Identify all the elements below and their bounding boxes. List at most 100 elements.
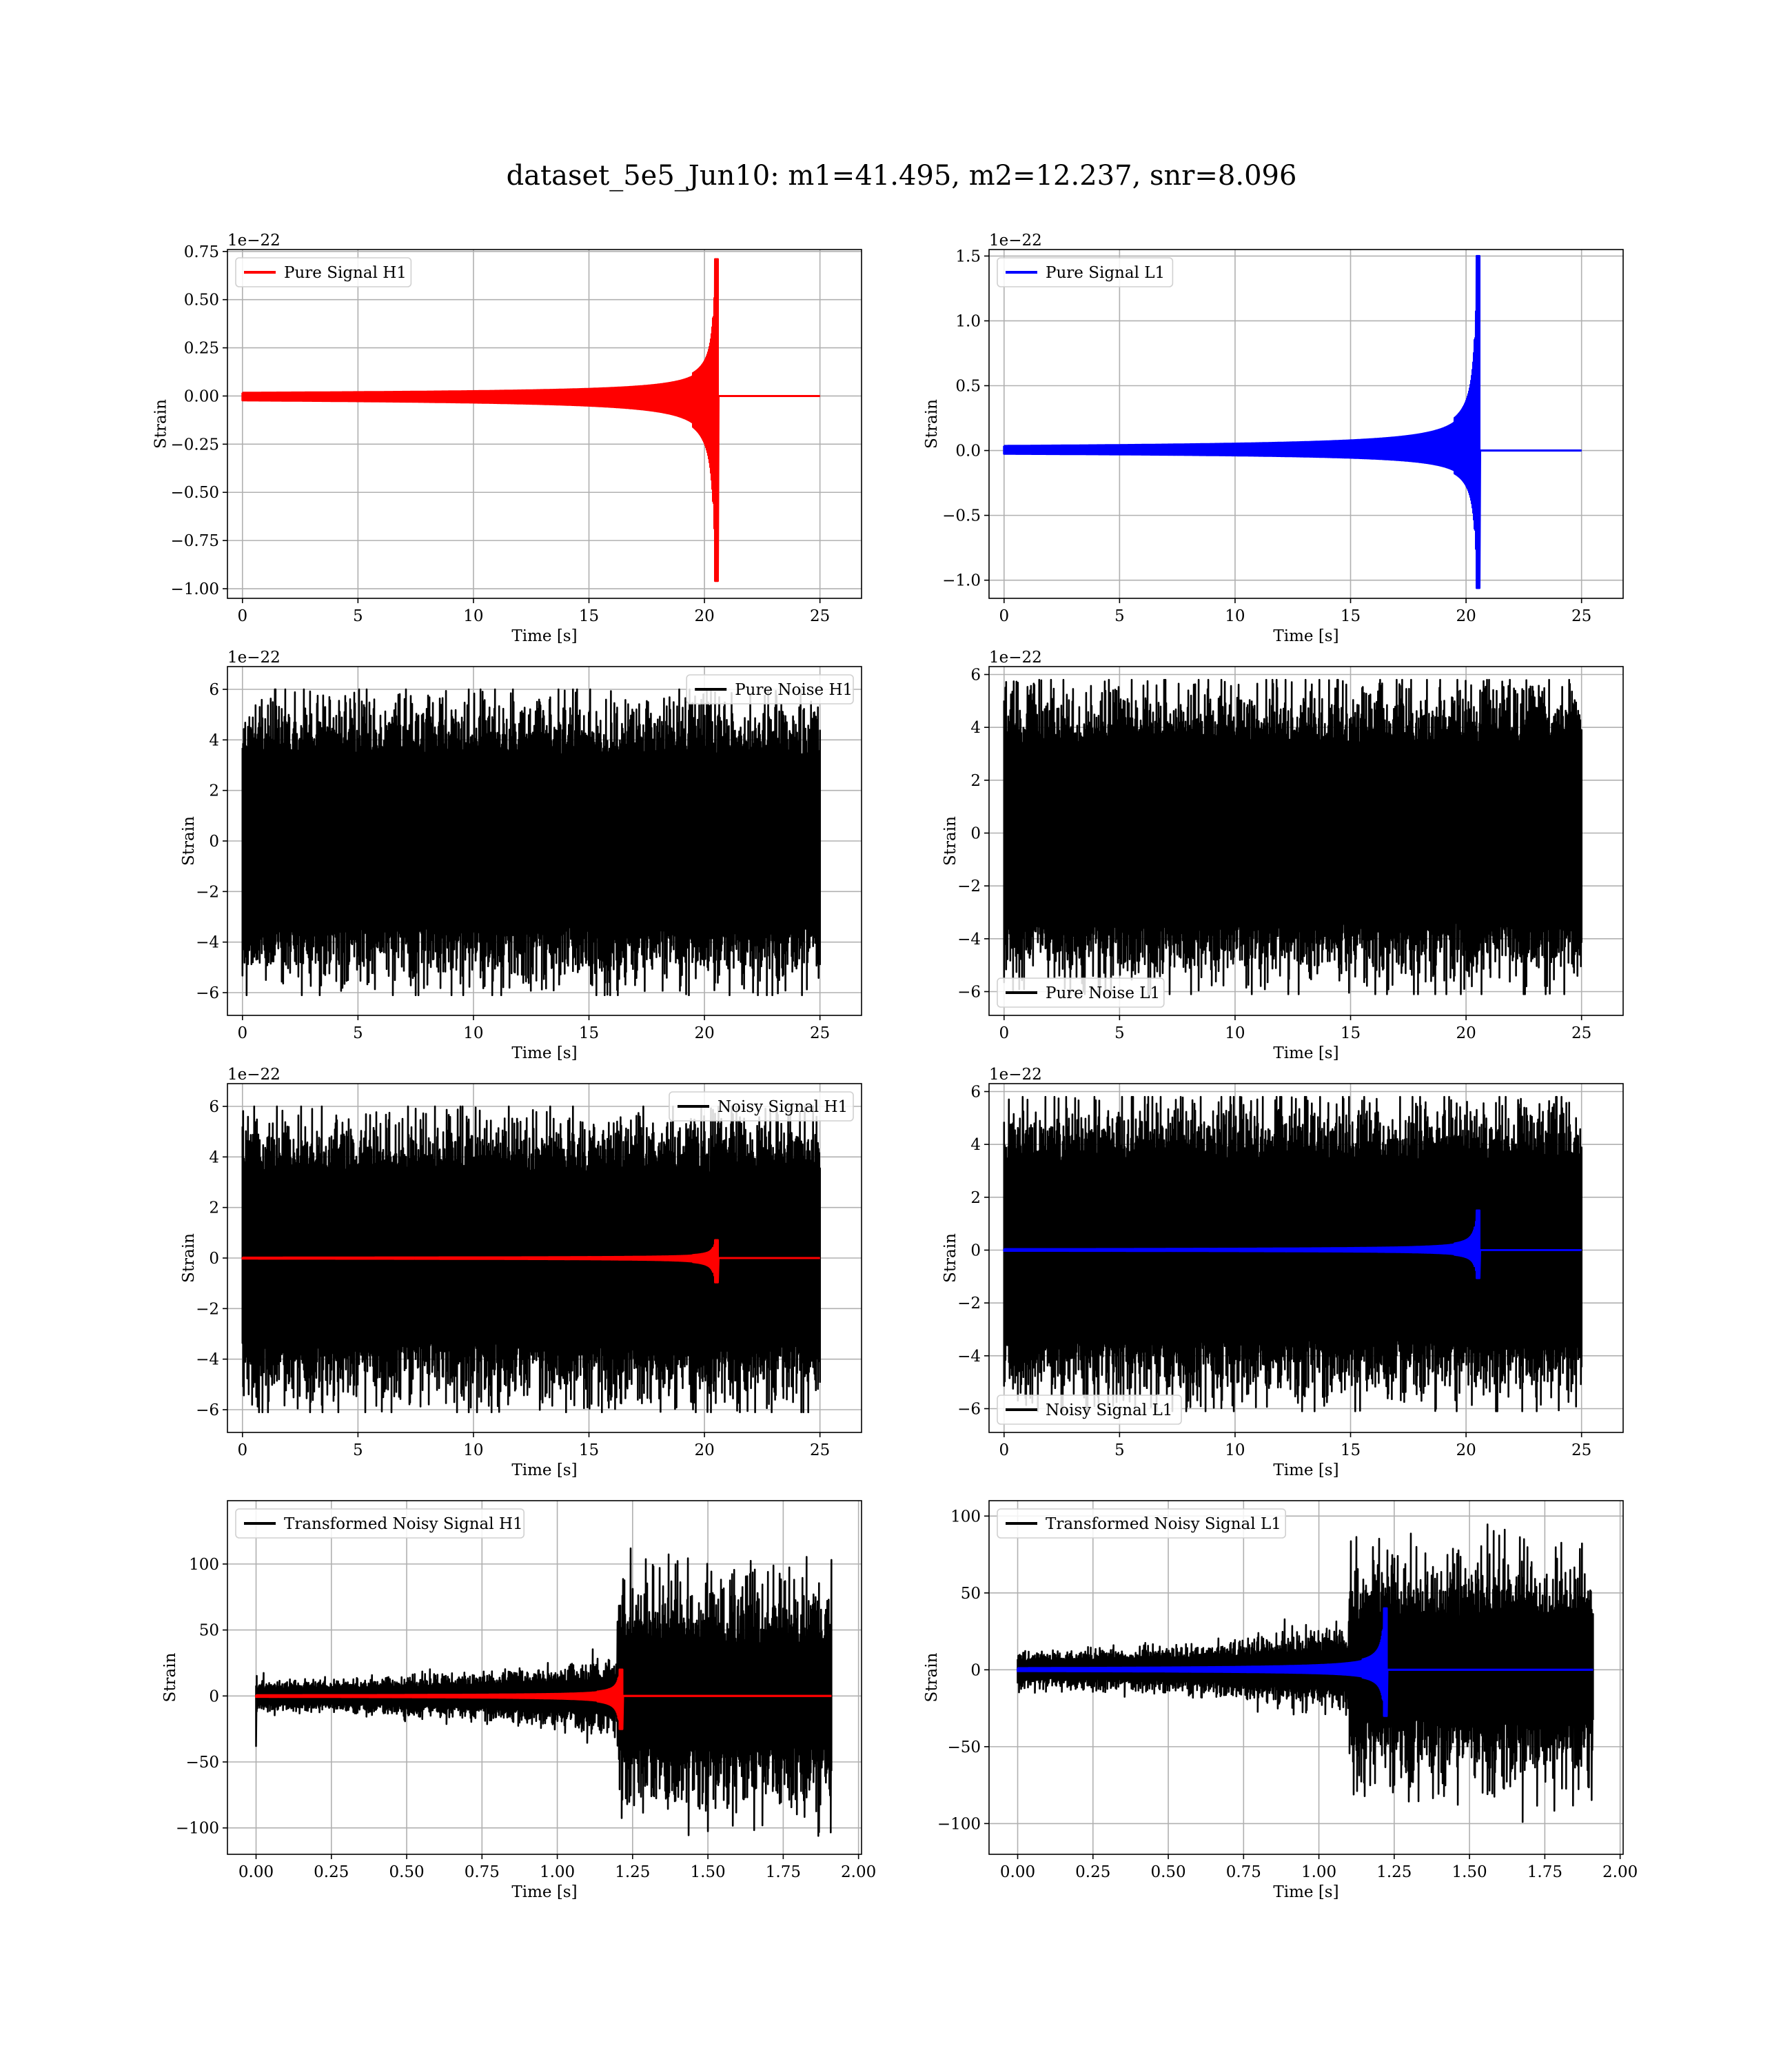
x-tick-label: 20 (1456, 607, 1476, 625)
y-axis-label: Strain (941, 1233, 959, 1283)
y-tick-label: −4 (196, 934, 219, 952)
y-tick-label: −50 (947, 1738, 981, 1756)
legend: Transformed Noisy Signal L1 (997, 1508, 1287, 1539)
legend-box (669, 1091, 854, 1122)
y-tick-label: 0.50 (184, 292, 219, 310)
y-tick-label: 0 (209, 833, 219, 851)
y-axis-label: Strain (161, 1652, 179, 1702)
y-axis-label: Strain (923, 1652, 941, 1702)
legend-label: Noisy Signal H1 (717, 1098, 848, 1116)
y-tick-label: 6 (970, 667, 981, 685)
y-tick-label: 1.0 (955, 312, 981, 330)
x-tick-label: 2.00 (1602, 1863, 1638, 1881)
axes-frame (988, 666, 1624, 1016)
x-tick-label: 10 (1225, 1441, 1245, 1459)
y-tick-label: 4 (209, 1148, 219, 1166)
series-transformed-noisy-signal-h1 (255, 1547, 833, 1837)
y-tick-label: 50 (961, 1585, 981, 1603)
legend-label: Transformed Noisy Signal L1 (1046, 1515, 1281, 1533)
legend-box (997, 257, 1174, 287)
x-tick-label: 0 (999, 1024, 1009, 1042)
x-axis-label: Time [s] (511, 1461, 577, 1479)
x-tick-label: 0.00 (238, 1863, 274, 1881)
legend: Pure Signal H1 (235, 257, 412, 287)
y-tick-label: −6 (957, 1401, 981, 1419)
x-tick-label: 0.00 (1000, 1863, 1035, 1881)
y-tick-label: −100 (176, 1820, 219, 1838)
legend-label: Pure Signal L1 (1046, 264, 1165, 282)
x-tick-label: 1.00 (1301, 1863, 1336, 1881)
legend: Noisy Signal L1 (997, 1395, 1182, 1425)
legend: Pure Signal L1 (997, 257, 1174, 287)
axes-frame (227, 1500, 862, 1855)
legend-box (686, 674, 854, 704)
x-tick-label: 15 (579, 607, 599, 625)
legend-box (997, 977, 1165, 1008)
y-tick-label: 4 (970, 719, 981, 737)
x-tick-label: 15 (579, 1441, 599, 1459)
y-tick-label: 6 (970, 1084, 981, 1102)
y-tick-label: 2 (209, 1199, 219, 1217)
x-tick-label: 15 (579, 1024, 599, 1042)
x-tick-label: 25 (810, 607, 830, 625)
x-tick-label: 1.50 (1452, 1863, 1487, 1881)
x-tick-label: 1.75 (1527, 1863, 1562, 1881)
x-tick-label: 0 (237, 1024, 247, 1042)
series-pure-noise-l1 (1003, 678, 1582, 995)
y-offset-label: 1e−22 (989, 649, 1042, 667)
legend-box (997, 1395, 1182, 1425)
y-tick-label: 50 (199, 1622, 219, 1640)
x-tick-label: 20 (1456, 1024, 1476, 1042)
x-tick-label: 1.75 (766, 1863, 801, 1881)
y-offset-label: 1e−22 (227, 232, 281, 250)
legend-label: Pure Noise H1 (735, 681, 853, 699)
y-tick-label: 0 (970, 1242, 981, 1260)
x-tick-label: 0.75 (1226, 1863, 1261, 1881)
y-tick-label: −4 (957, 931, 981, 949)
y-tick-label: −4 (196, 1351, 219, 1369)
y-tick-label: −50 (185, 1754, 219, 1772)
y-tick-label: −2 (957, 878, 981, 895)
figure-title: dataset_5e5_Jun10: m1=41.495, m2=12.237,… (507, 160, 1297, 192)
series-pure-noise-h1 (241, 688, 821, 996)
y-tick-label: 0.0 (955, 443, 981, 460)
x-axis-label: Time [s] (1273, 1883, 1338, 1901)
y-tick-label: 4 (970, 1136, 981, 1154)
y-tick-label: 0 (970, 825, 981, 843)
y-tick-label: −0.50 (171, 484, 219, 502)
y-axis-label: Strain (152, 399, 170, 449)
legend-box (235, 257, 412, 287)
x-axis-label: Time [s] (511, 1883, 577, 1901)
legend-label: Pure Noise L1 (1046, 984, 1160, 1002)
legend-label: Transformed Noisy Signal H1 (284, 1515, 523, 1533)
x-tick-label: 1.50 (690, 1863, 725, 1881)
legend: Noisy Signal H1 (669, 1091, 854, 1122)
series-pure-signal-l1 (1003, 254, 1582, 589)
y-axis-label: Strain (180, 1233, 198, 1283)
x-tick-label: 20 (694, 1441, 714, 1459)
y-tick-label: 0.00 (184, 387, 219, 405)
panel-transformed-noisy-signal-l1: 0.00 0.25 0.50 0.75 1.00 1.25 1.50 1.75 2.00 −100… (923, 1500, 1638, 1901)
x-tick-label: 25 (810, 1024, 830, 1042)
panel-pure-noise-h1: 0 5 10 15 20 25 −6 −4 −2 0 2 4 6 Time [s] Strain 1e−22 P… (180, 649, 862, 1062)
y-tick-label: −6 (957, 984, 981, 1002)
panel-noisy-signal-h1: 0 5 10 15 20 25 −6 −4 −2 0 2 4 6 Time [s] Strain 1e−22 N… (180, 1066, 862, 1479)
x-tick-label: 5 (353, 1441, 363, 1459)
panel-pure-signal-h1: 0 5 10 15 20 25 −1.00 −0.75 −0.50 −0.25 0.00 0.25 0.… (152, 232, 862, 645)
series-pure-signal-h1 (241, 258, 821, 582)
axes-frame (227, 249, 862, 599)
x-tick-label: 1.00 (540, 1863, 575, 1881)
y-tick-label: −1.0 (942, 572, 981, 590)
legend-box (235, 1508, 525, 1539)
x-tick-label: 20 (694, 1024, 714, 1042)
y-axis-label: Strain (923, 399, 941, 449)
y-tick-label: 2 (970, 1189, 981, 1207)
y-tick-label: −2 (957, 1295, 981, 1312)
y-tick-label: 0 (970, 1661, 981, 1679)
y-tick-label: 0 (209, 1250, 219, 1268)
x-tick-label: 5 (1114, 1024, 1125, 1042)
legend-label: Pure Signal H1 (284, 264, 407, 282)
x-tick-label: 10 (463, 607, 483, 625)
x-tick-label: 0 (237, 607, 247, 625)
